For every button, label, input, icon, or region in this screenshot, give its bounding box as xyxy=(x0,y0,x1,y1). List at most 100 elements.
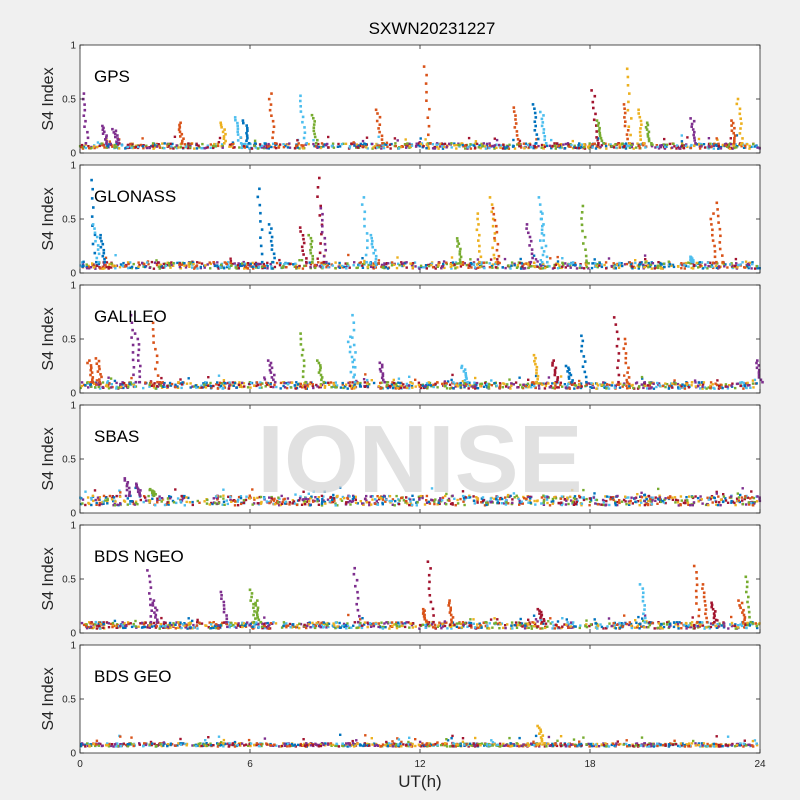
data-point xyxy=(473,381,476,384)
data-point xyxy=(446,144,449,147)
data-point xyxy=(389,501,392,504)
data-point xyxy=(480,382,484,385)
data-point xyxy=(296,383,300,386)
data-point xyxy=(597,121,600,125)
data-point xyxy=(191,266,194,269)
data-point xyxy=(585,380,588,384)
data-point xyxy=(307,233,310,237)
data-point xyxy=(102,251,106,255)
data-point xyxy=(104,256,108,259)
data-point xyxy=(327,135,330,139)
data-point xyxy=(533,129,537,132)
data-point xyxy=(171,142,174,146)
data-point xyxy=(90,498,93,501)
data-point xyxy=(359,381,362,385)
data-point xyxy=(689,504,692,507)
data-point xyxy=(478,622,481,625)
data-point xyxy=(441,625,444,628)
data-point xyxy=(478,244,481,248)
data-point xyxy=(556,376,560,379)
data-point xyxy=(694,381,697,384)
data-point xyxy=(732,142,736,145)
data-point xyxy=(624,342,627,346)
data-point xyxy=(685,499,689,502)
data-point xyxy=(578,383,581,386)
data-point xyxy=(300,353,304,357)
data-point xyxy=(746,143,749,146)
data-point xyxy=(472,495,475,498)
data-point xyxy=(583,360,587,363)
data-point xyxy=(592,118,596,122)
data-point xyxy=(686,136,689,139)
data-point xyxy=(404,622,407,625)
data-point xyxy=(716,138,719,141)
data-point xyxy=(604,142,607,145)
data-point xyxy=(677,386,680,389)
data-point xyxy=(464,147,467,150)
data-point xyxy=(123,477,127,480)
data-point xyxy=(495,230,499,234)
data-point xyxy=(399,381,402,385)
data-point xyxy=(671,263,675,267)
data-point xyxy=(364,253,368,257)
data-point xyxy=(464,144,467,147)
data-point xyxy=(739,384,742,388)
data-point xyxy=(509,387,512,390)
data-point xyxy=(152,493,155,497)
data-point xyxy=(734,624,737,628)
data-point xyxy=(715,260,718,264)
data-point xyxy=(359,385,362,388)
data-point xyxy=(683,384,686,387)
data-point xyxy=(564,142,568,146)
data-point xyxy=(355,145,358,148)
data-point xyxy=(405,621,408,624)
data-point xyxy=(262,262,265,266)
data-point xyxy=(665,383,669,386)
data-point xyxy=(693,139,696,142)
data-point xyxy=(86,361,89,365)
data-point xyxy=(261,626,264,630)
data-point xyxy=(355,266,358,270)
data-point xyxy=(518,499,521,503)
data-point xyxy=(255,381,259,384)
data-point xyxy=(131,351,135,354)
data-point xyxy=(309,251,313,255)
data-point xyxy=(292,263,295,266)
data-point xyxy=(491,263,494,266)
data-point xyxy=(279,387,282,390)
data-point xyxy=(126,503,129,506)
data-point xyxy=(700,261,704,264)
data-point xyxy=(650,142,653,145)
data-point xyxy=(251,265,254,269)
data-point xyxy=(533,621,536,624)
data-point xyxy=(104,496,108,499)
data-point xyxy=(252,627,255,630)
data-point xyxy=(557,144,560,148)
data-point xyxy=(698,145,702,148)
data-point xyxy=(626,387,629,390)
data-point xyxy=(567,623,571,626)
data-point xyxy=(475,142,479,146)
data-point xyxy=(351,336,354,339)
data-point xyxy=(552,359,555,362)
data-point xyxy=(698,621,701,624)
data-point xyxy=(329,381,333,384)
data-point xyxy=(678,387,682,390)
data-point xyxy=(95,383,98,386)
data-point xyxy=(319,146,322,150)
data-point xyxy=(255,264,258,267)
data-point xyxy=(269,103,273,106)
data-point xyxy=(748,384,751,387)
data-point xyxy=(87,501,90,505)
data-point xyxy=(169,142,172,145)
data-point xyxy=(419,386,423,390)
data-point xyxy=(155,361,159,364)
data-point xyxy=(462,370,466,373)
data-point xyxy=(378,123,382,126)
data-point xyxy=(640,123,643,126)
data-point xyxy=(713,496,716,500)
data-point xyxy=(622,103,626,106)
data-point xyxy=(394,142,397,145)
data-point xyxy=(366,378,369,382)
data-point xyxy=(367,263,370,267)
